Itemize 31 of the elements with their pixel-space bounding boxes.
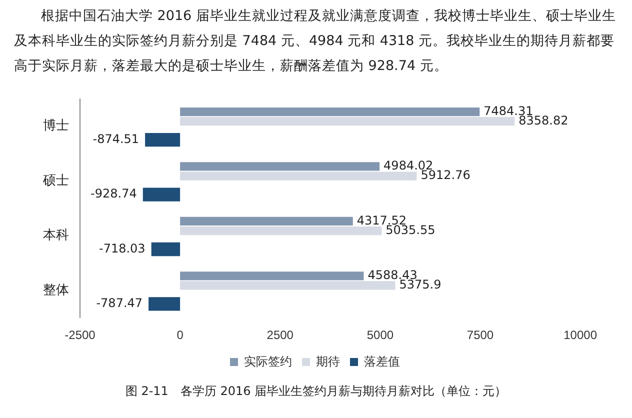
bar [145,132,180,147]
bar [180,107,480,116]
x-tick-label: 0 [176,328,184,342]
y-tick-label: 博士 [43,118,69,133]
data-label: -718.03 [98,241,146,256]
x-tick-label: 5000 [366,328,394,342]
x-tick-label: 7500 [466,328,494,342]
caption: 图 2-11 各学历 2016 届毕业生签约月薪与期待月薪对比（单位：元） [124,383,508,400]
legend-label: 落差值 [364,354,400,368]
data-label: -787.47 [96,296,143,310]
y-tick-label: 本科 [43,227,69,242]
bar [142,188,180,202]
legend-label: 实际签约 [244,354,292,368]
bar [180,117,515,126]
x-tick-label: -2500 [64,328,96,342]
bar [180,226,382,236]
bar [180,281,396,290]
y-tick-label: 整体 [43,282,69,297]
bar [151,242,180,256]
bar [180,162,380,171]
bar [180,216,353,226]
y-tick-label: 硕士 [42,172,69,188]
x-tick-label: 10000 [564,328,598,342]
data-label: -928.74 [90,186,137,201]
bar [180,172,417,180]
chart-title: 根据中国石油大学 2016 届毕业生就业过程及就业满意度调查，我校博士毕业生、硕士毕业生及本科毕业生的实际签约月薪分别是 7484 元、4984 元和 4318 元。我校毕业生的期待月薪都要高于实际月薪，落差最大的是硕士毕业生，薪酬落差值为 928.74 元。 [14,7,617,76]
x-tick-label: 2500 [266,328,294,342]
legend-label: 期待 [316,354,340,368]
data-label: -874.51 [92,132,140,146]
bar [180,272,364,280]
bar [148,297,180,311]
